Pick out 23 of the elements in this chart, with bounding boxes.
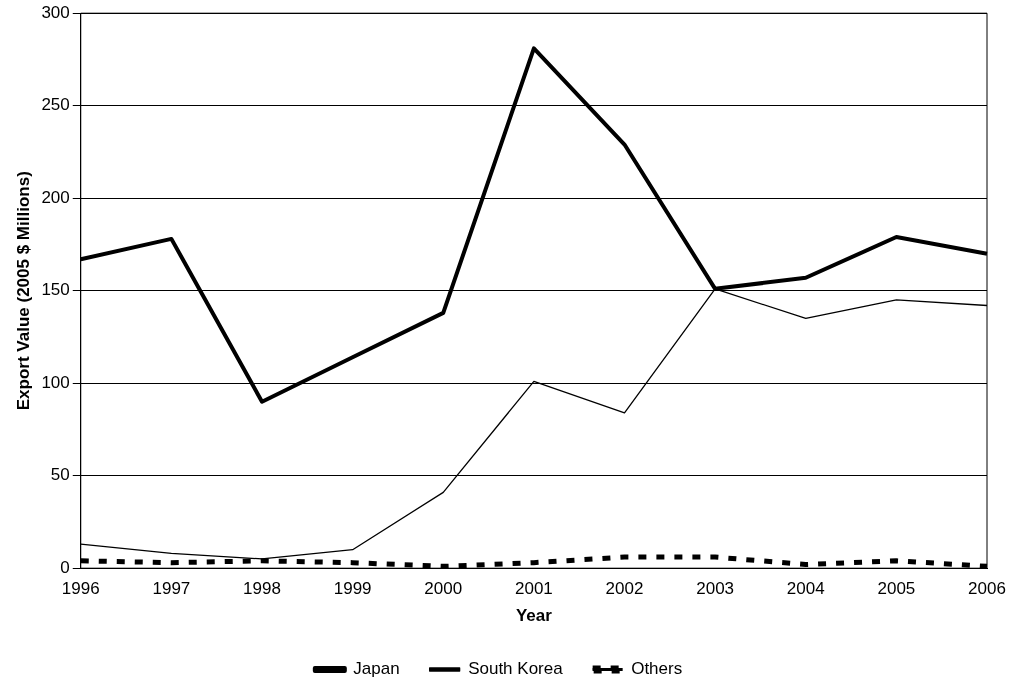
x-tick-label: 2000 [424,579,463,599]
x-tick-label: 2006 [968,579,1006,599]
x-tick-label: 2001 [514,579,553,599]
legend-label: Others [631,659,683,679]
x-tick-label: 1998 [243,579,281,599]
x-tick-label: 2005 [877,579,916,599]
x-tick-label: 2003 [696,579,735,599]
y-tick-label: 150 [41,280,70,300]
legend-label: Japan [353,659,400,679]
y-tick-label: 250 [41,95,70,115]
x-tick-label: 1997 [152,579,191,599]
y-axis-title: Export Value (2005 $ Millions) [13,171,33,411]
x-tick-label: 1996 [61,579,100,599]
x-axis-title: Year [515,606,553,626]
y-tick-label: 50 [50,465,70,485]
legend-label: South Korea [468,659,564,679]
x-tick-label: 2004 [786,579,825,599]
y-tick-label: 300 [41,2,70,22]
y-tick-label: 0 [60,557,70,577]
x-tick-label: 1999 [333,579,372,599]
y-tick-label: 100 [41,372,70,392]
y-tick-label: 200 [41,187,70,207]
x-tick-label: 2002 [605,579,644,599]
